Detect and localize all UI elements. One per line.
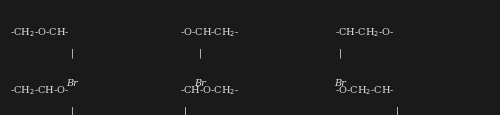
Text: -CH-CH$_2$-O-: -CH-CH$_2$-O- [335,26,394,39]
Text: -O-CH$_2$-CH-: -O-CH$_2$-CH- [335,83,394,96]
Text: Br: Br [194,78,206,87]
Text: |: | [71,106,74,115]
Text: -CH$_2$-CH-O-: -CH$_2$-CH-O- [10,83,70,96]
Text: |: | [184,106,186,115]
Text: -CH$_2$-O-CH-: -CH$_2$-O-CH- [10,26,70,39]
Text: -O-CH-CH$_2$-: -O-CH-CH$_2$- [180,26,240,39]
Text: -CH-O-CH$_2$-: -CH-O-CH$_2$- [180,83,240,96]
Text: Br: Br [66,78,78,87]
Text: |: | [71,48,74,58]
Text: |: | [198,48,202,58]
Text: Br: Br [334,78,346,87]
Text: |: | [396,106,399,115]
Text: |: | [338,48,342,58]
